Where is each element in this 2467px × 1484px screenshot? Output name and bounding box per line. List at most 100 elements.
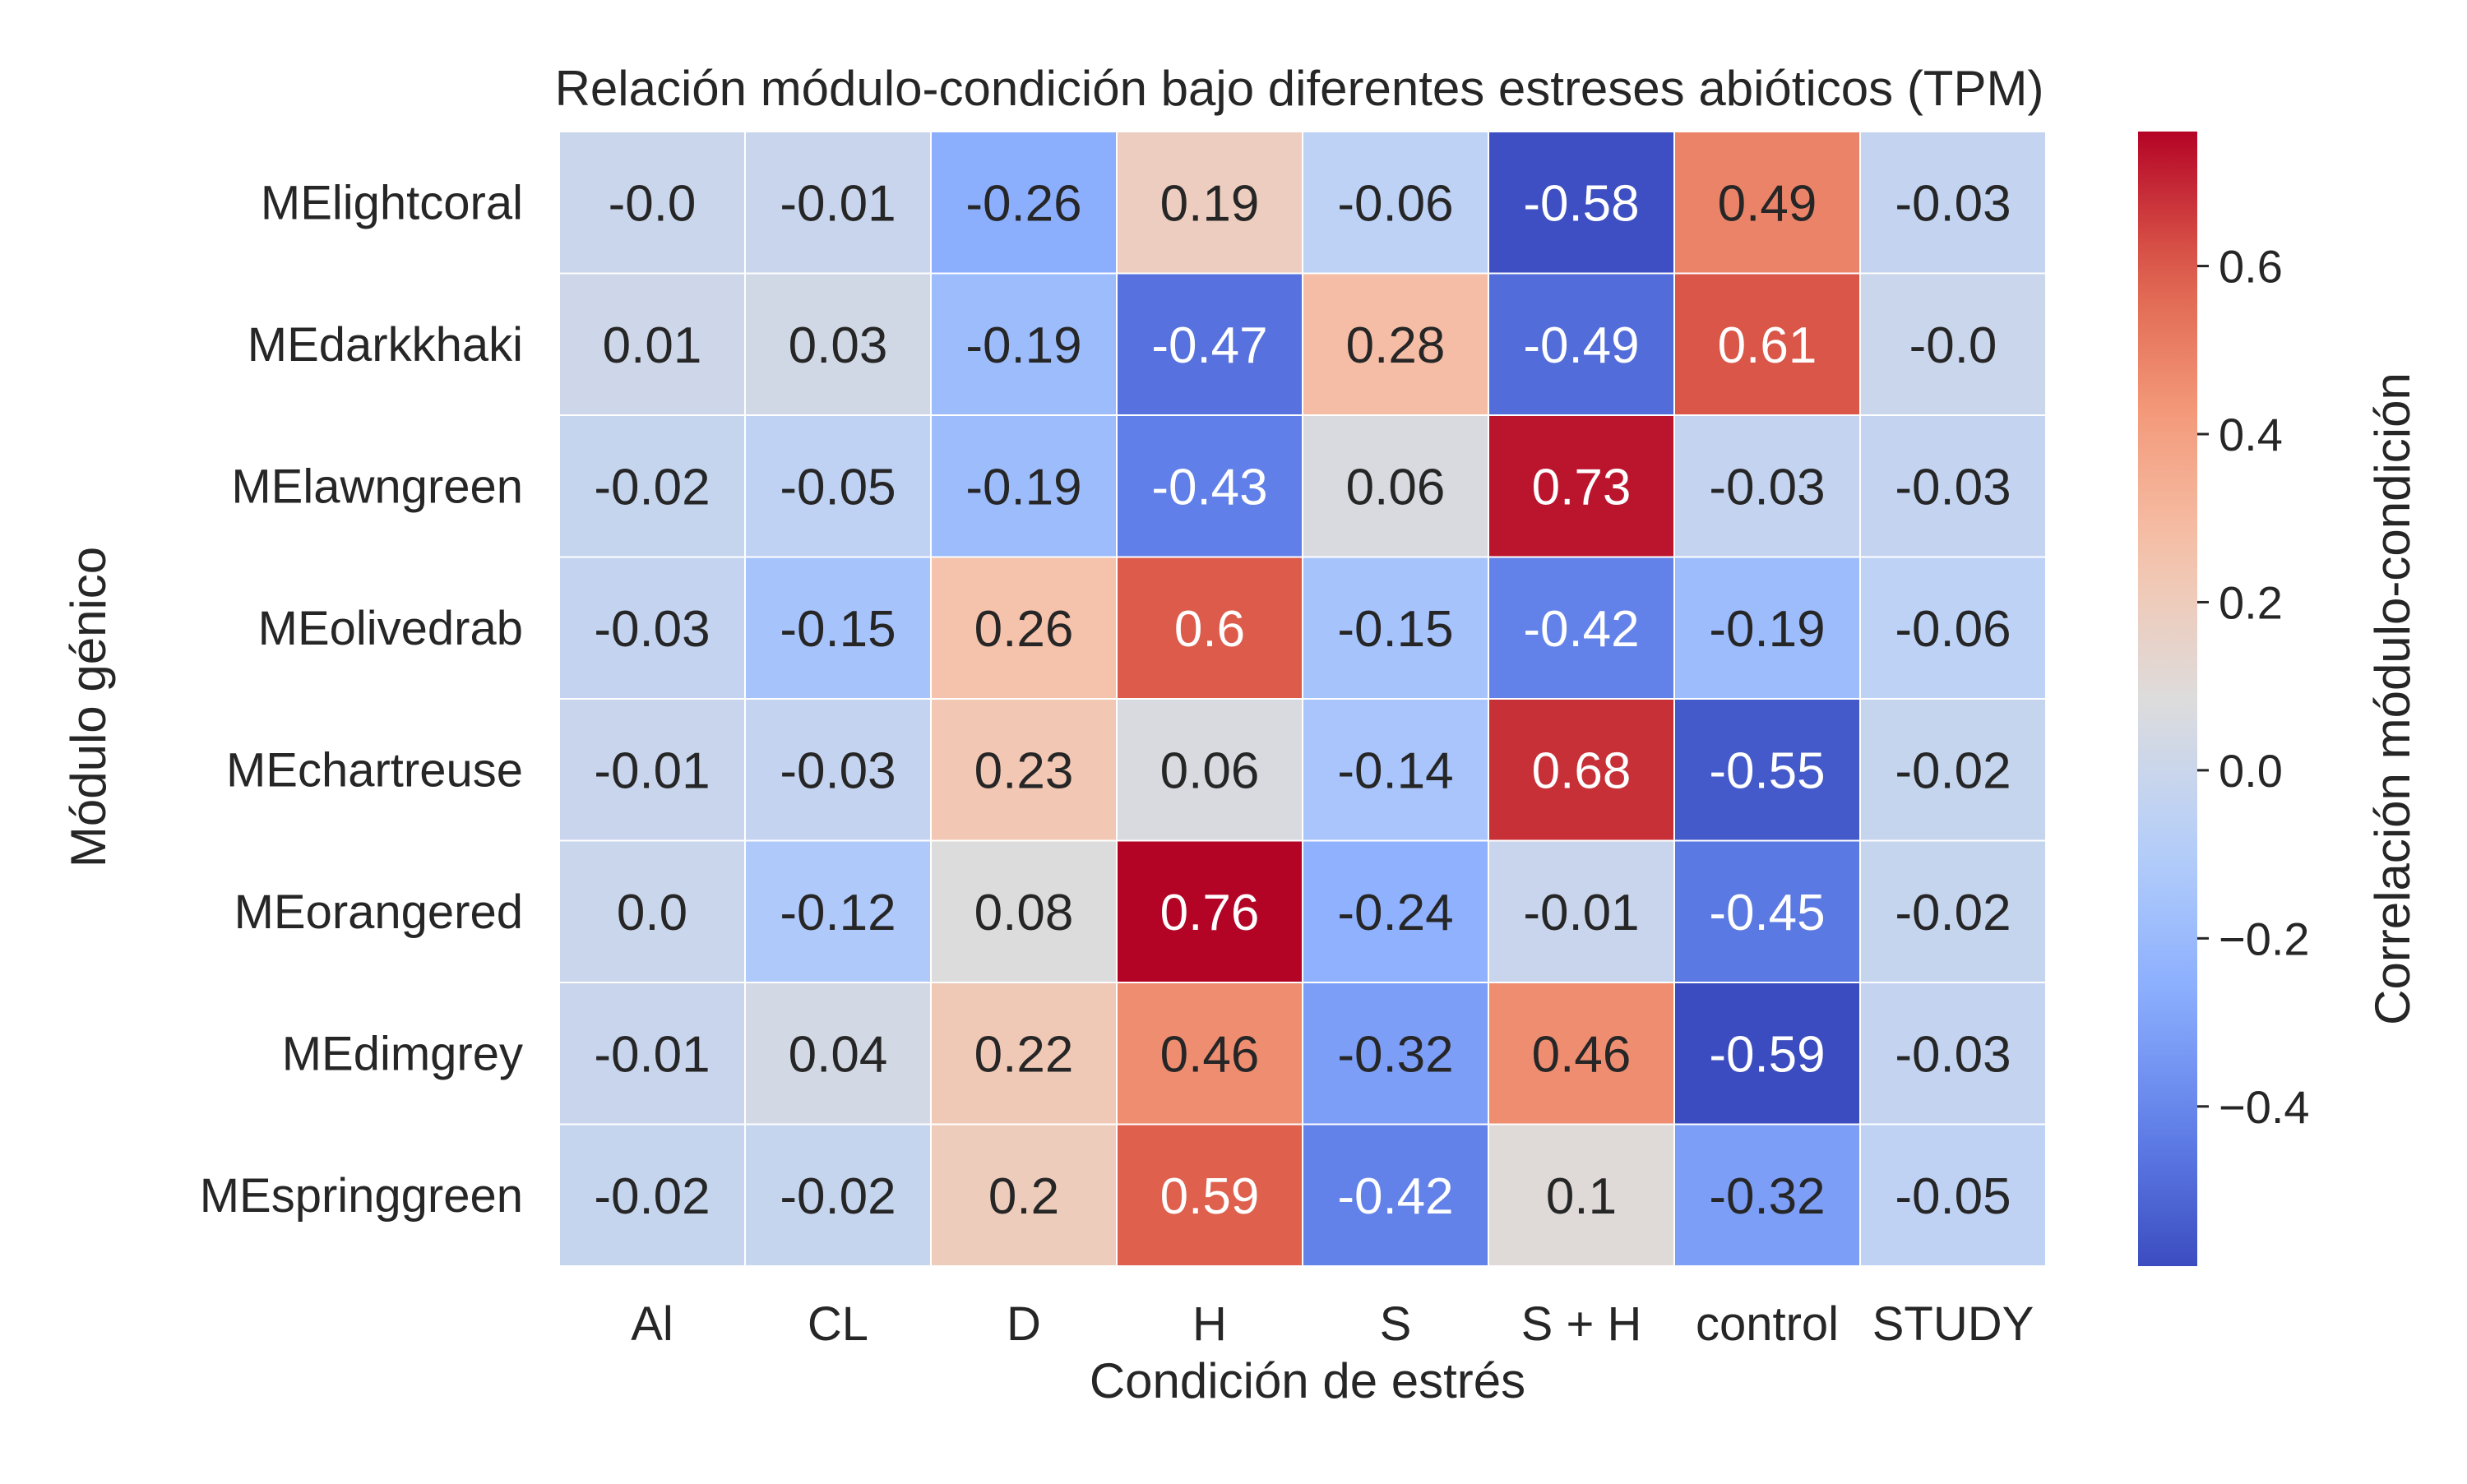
heatmap-cell (930, 414, 1118, 558)
heatmap-cell-label: 0.26 (974, 601, 1074, 658)
x-axis-label: Condición de estrés (1090, 1353, 1525, 1408)
heatmap-cell-label: 0.73 (1532, 459, 1632, 515)
heatmap-cell-label: 0.46 (1160, 1026, 1260, 1083)
heatmap-cell (1488, 839, 1675, 983)
heatmap-cell-label: -0.02 (780, 1168, 896, 1225)
heatmap-cell (1302, 556, 1489, 700)
heatmap-cell-label: -0.02 (1895, 742, 2011, 799)
x-tick-label: CL (808, 1297, 868, 1351)
heatmap-cell (1673, 839, 1861, 983)
x-tick-label: D (1007, 1297, 1041, 1351)
heatmap-cell-label: -0.01 (594, 1026, 710, 1083)
heatmap-cell-label: -0.03 (1895, 459, 2011, 515)
heatmap-cell-label: -0.05 (780, 459, 896, 515)
heatmap-cell (1116, 131, 1303, 275)
heatmap-cell (1302, 698, 1489, 842)
heatmap-cell (744, 1123, 932, 1267)
colorbar-label: Correlación módulo-condición (2365, 372, 2420, 1025)
y-tick-label: MEspringgreen (200, 1169, 523, 1223)
heatmap-cell-label: -0.05 (1895, 1168, 2011, 1225)
heatmap-cell (1488, 982, 1675, 1126)
heatmap-cell (1488, 272, 1675, 416)
heatmap-cell (1673, 414, 1861, 558)
heatmap-cell-label: -0.03 (1895, 175, 2011, 232)
heatmap-cell-label: -0.32 (1709, 1168, 1825, 1225)
heatmap-cell-label: 0.23 (974, 742, 1074, 799)
colorbar-tick-label: 0.6 (2219, 241, 2283, 293)
heatmap-cell (1859, 414, 2047, 558)
heatmap-cell-label: 0.49 (1718, 175, 1817, 232)
x-tick-label: S + H (1521, 1297, 1642, 1351)
heatmap-cell (1116, 1123, 1303, 1267)
heatmap-cell (1116, 556, 1303, 700)
heatmap-cell-label: -0.19 (1709, 601, 1825, 658)
x-tick-label: H (1192, 1297, 1227, 1351)
heatmap-cell (1859, 1123, 2047, 1267)
y-tick-label: MEorangered (234, 885, 523, 939)
heatmap-cell (744, 131, 932, 275)
heatmap-cell-label: 0.22 (974, 1026, 1074, 1083)
heatmap-cell-label: 0.0 (617, 885, 687, 941)
heatmap-cell (930, 1123, 1118, 1267)
heatmap-cell (1302, 414, 1489, 558)
heatmap-cell-label: -0.0 (1909, 317, 1997, 374)
heatmap-cell-label: -0.15 (1337, 601, 1453, 658)
heatmap-cell-label: 0.19 (1160, 175, 1260, 232)
heatmap-cell (1488, 1123, 1675, 1267)
heatmap-cell (1488, 414, 1675, 558)
heatmap-cell-label: -0.32 (1337, 1026, 1453, 1083)
heatmap-cell-label: 0.01 (603, 317, 702, 374)
heatmap-cell-label: -0.0 (609, 175, 697, 232)
y-tick-label: MEolivedrab (258, 602, 523, 655)
heatmap-cell (1859, 131, 2047, 275)
heatmap-cell-label: -0.58 (1523, 175, 1639, 232)
heatmap-cell-label: 0.6 (1174, 601, 1245, 658)
heatmap-cell-label: -0.26 (965, 175, 1081, 232)
heatmap-cell-label: -0.59 (1709, 1026, 1825, 1083)
x-tick-label: Al (631, 1297, 673, 1351)
heatmap-cell (1302, 839, 1489, 983)
heatmap-cell-label: -0.01 (594, 742, 710, 799)
heatmap-cell-label: -0.14 (1337, 742, 1453, 799)
heatmap-cell-label: -0.01 (1523, 885, 1639, 941)
heatmap-cell (1116, 272, 1303, 416)
heatmap-cell (1116, 698, 1303, 842)
heatmap-cell-label: 0.2 (988, 1168, 1059, 1225)
y-tick-label: MEdimgrey (282, 1027, 523, 1080)
y-tick-label: MEdarkkhaki (248, 318, 523, 372)
heatmap-cell (1859, 698, 2047, 842)
heatmap-cell (1116, 414, 1303, 558)
heatmap-cell-label: -0.06 (1895, 601, 2011, 658)
heatmap-cell (744, 982, 932, 1126)
y-axis-tick-labels: MElightcoral MEdarkkhaki MElawngreen MEoliv… (200, 176, 523, 1223)
heatmap-cell-label: -0.24 (1337, 885, 1453, 941)
heatmap-cell-label: 0.06 (1160, 742, 1260, 799)
heatmap-cell (930, 698, 1118, 842)
colorbar-tick-label: 0.4 (2219, 409, 2283, 460)
heatmap-cell-label: -0.06 (1337, 175, 1453, 232)
heatmap-cell-label: 0.08 (974, 885, 1074, 941)
heatmap-cell (1673, 982, 1861, 1126)
heatmap-cell-label: -0.03 (780, 742, 896, 799)
y-tick-label: MElightcoral (261, 176, 523, 229)
heatmap-cell (744, 272, 932, 416)
heatmap-cell-label: -0.02 (1895, 885, 2011, 941)
heatmap-cell (1302, 982, 1489, 1126)
heatmap-cell (744, 414, 932, 558)
heatmap-cell-label: 0.03 (789, 317, 888, 374)
heatmap-cell (930, 131, 1118, 275)
heatmap-cell-label: 0.04 (789, 1026, 888, 1083)
heatmap-cell (1488, 698, 1675, 842)
heatmap-cell (930, 982, 1118, 1126)
chart-title: Relación módulo-condición bajo diferente… (555, 61, 2044, 116)
heatmap-cell (1859, 839, 2047, 983)
heatmap-cell-label: -0.47 (1151, 317, 1267, 374)
x-tick-label: STUDY (1872, 1297, 2034, 1351)
heatmap-cell-labels: -0.0 -0.01 -0.26 0.19 -0.06 -0.58 0.49 -0.03 0.0… (594, 175, 2011, 1225)
heatmap-cell-label: 0.06 (1346, 459, 1446, 515)
heatmap-cell (1673, 698, 1861, 842)
heatmap-cell-label: -0.45 (1709, 885, 1825, 941)
heatmap-cells (558, 131, 2047, 1267)
